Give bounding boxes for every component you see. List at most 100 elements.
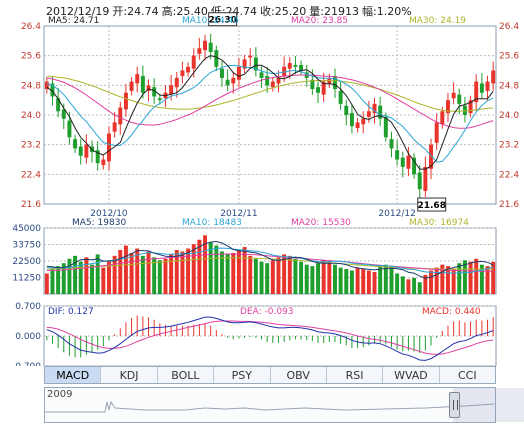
volume-bar xyxy=(123,245,128,294)
candle-body xyxy=(349,113,354,127)
candle-body xyxy=(61,109,66,119)
stock-chart[interactable]: 26.4 26.4 25.6 25.6 24.8 24.8 24.0 24.0 23.2 23.2… xyxy=(0,0,524,366)
volume-bar xyxy=(389,267,394,294)
volume-bar xyxy=(332,264,337,294)
volume-bar xyxy=(383,264,388,294)
candle-body xyxy=(248,55,253,58)
navigator-sparkline xyxy=(45,400,495,413)
volume-bar xyxy=(327,261,332,294)
candle-body xyxy=(361,118,366,125)
tab-label: CCI xyxy=(458,368,477,382)
macd-dea-line xyxy=(46,320,494,355)
price-ma5-line xyxy=(46,55,494,170)
tab-label: RSI xyxy=(345,368,364,382)
price-right-tick: 25.6 xyxy=(499,52,519,62)
volume-bar xyxy=(423,274,428,294)
navigator-left-handle[interactable] xyxy=(449,392,460,418)
volume-bar xyxy=(56,266,61,294)
candle-body xyxy=(468,100,473,114)
volume-bar xyxy=(236,250,241,294)
candle-body xyxy=(259,72,264,78)
candle-body xyxy=(67,120,72,138)
candle-body xyxy=(310,79,315,90)
volume-bar xyxy=(451,269,456,294)
candle-body xyxy=(485,81,490,91)
price-ma20-line xyxy=(46,74,494,129)
volume-bar xyxy=(361,269,366,294)
candle-body xyxy=(355,122,360,128)
candle-body xyxy=(332,76,337,90)
candle-body xyxy=(106,133,111,162)
volume-bar xyxy=(219,251,224,294)
volume-bar xyxy=(146,251,151,294)
volume-bar xyxy=(259,261,264,294)
candle-body xyxy=(491,70,496,84)
navigator-selection[interactable] xyxy=(453,388,524,422)
range-navigator[interactable]: 2009 xyxy=(44,387,524,423)
price-ma30-line xyxy=(46,75,494,112)
price-ma10-line xyxy=(46,64,494,163)
volume-bar xyxy=(180,251,185,294)
tab-macd[interactable]: MACD xyxy=(45,367,102,383)
candle-body xyxy=(225,79,230,86)
volume-bar xyxy=(479,264,484,294)
volume-ma10-line xyxy=(46,247,494,274)
tab-rsi[interactable]: RSI xyxy=(327,367,384,383)
candle-body xyxy=(412,157,417,175)
tab-psy[interactable]: PSY xyxy=(214,367,271,383)
volume-bar xyxy=(474,258,479,294)
candle-body xyxy=(84,144,89,158)
volume-bar xyxy=(344,269,349,294)
volume-bar xyxy=(299,261,304,294)
candle-body xyxy=(56,98,61,112)
candle-body xyxy=(95,150,100,164)
volume-bar xyxy=(468,261,473,294)
price-right-tick: 22.4 xyxy=(499,170,519,180)
volume-label: 量: xyxy=(309,5,324,18)
macd-legend-dea: DEA: -0.093 xyxy=(240,307,294,317)
candle-body xyxy=(417,172,422,190)
volume-bar xyxy=(118,250,123,294)
tab-kdj[interactable]: KDJ xyxy=(101,367,158,383)
volume-bar xyxy=(95,254,100,294)
candle-body xyxy=(44,81,49,90)
volume-bar xyxy=(157,260,162,294)
candle-body xyxy=(287,63,292,69)
tab-obv[interactable]: OBV xyxy=(271,367,327,383)
candle-body xyxy=(457,94,462,104)
candle-body xyxy=(253,57,258,71)
volume-value: 21913 xyxy=(324,5,359,18)
candle-body xyxy=(299,64,304,71)
price-legend-ma5: MA5: 24.71 xyxy=(48,16,99,26)
price-left-tick: 24.0 xyxy=(21,111,41,121)
date-tick: 2012/10 xyxy=(90,209,128,219)
price-legend-ma10: MA10: 24.46 xyxy=(182,16,239,26)
volume-bar xyxy=(400,276,405,294)
price-left-tick: 26.4 xyxy=(21,22,41,32)
volume-legend-ma5: MA5: 19830 xyxy=(72,218,126,228)
macd-tick: 0.000 xyxy=(15,332,41,342)
volume-bar xyxy=(349,270,354,294)
candle-body xyxy=(451,92,456,99)
candle-body xyxy=(406,155,411,169)
candle-body xyxy=(462,105,467,115)
price-legend-ma30: MA30: 24.19 xyxy=(409,16,466,26)
tab-wvad[interactable]: WVAD xyxy=(383,367,440,383)
tab-boll[interactable]: BOLL xyxy=(158,367,215,383)
price-legend-ma20: MA20: 23.85 xyxy=(291,16,348,26)
volume-bar xyxy=(78,261,83,294)
candle-body xyxy=(191,55,196,69)
candle-body xyxy=(174,77,179,88)
volume-ma20-line xyxy=(46,253,494,272)
volume-bar xyxy=(242,247,247,294)
candle-body xyxy=(157,98,162,101)
volume-bar xyxy=(84,257,89,294)
volume-bar xyxy=(191,244,196,294)
price-left-tick: 24.8 xyxy=(21,81,41,91)
tab-cci[interactable]: CCI xyxy=(440,367,495,383)
change-label: 幅: xyxy=(362,5,377,18)
volume-ma5-line xyxy=(46,240,494,279)
volume-bar xyxy=(169,254,174,294)
candle-body xyxy=(389,139,394,149)
candle-body xyxy=(101,159,106,166)
